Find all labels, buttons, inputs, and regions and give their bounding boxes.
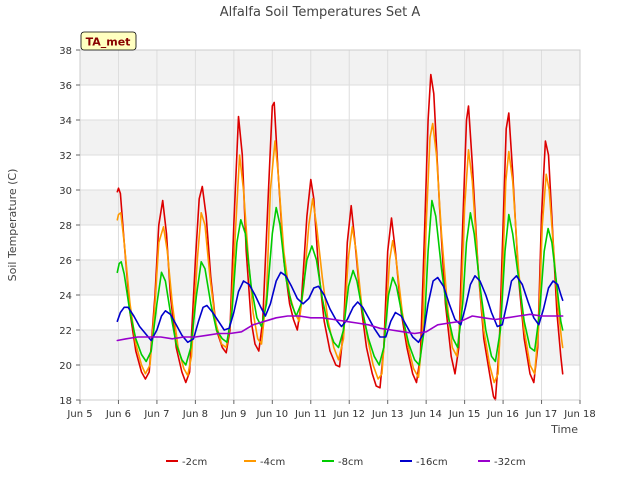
y-tick-label: 20 <box>59 361 72 372</box>
legend-label: -4cm <box>260 457 285 468</box>
grid-band <box>80 120 580 155</box>
x-tick-label: Jun 6 <box>105 409 131 420</box>
y-tick-label: 18 <box>59 396 72 407</box>
legend-item: -32cm <box>478 457 526 468</box>
y-axis: 18 20 22 24 26 28 30 32 34 36 38 <box>59 46 80 407</box>
grid-band <box>80 50 580 85</box>
annotation-box: TA_met <box>80 31 137 51</box>
y-tick-label: 36 <box>59 81 72 92</box>
x-tick-label: Jun 18 <box>563 409 596 420</box>
x-tick-label: Jun 5 <box>66 409 92 420</box>
chart-title: Alfalfa Soil Temperatures Set A <box>220 5 421 20</box>
y-tick-label: 22 <box>59 326 72 337</box>
y-tick-label: 32 <box>59 151 72 162</box>
annotation-label: TA_met <box>86 36 131 49</box>
x-tick-label: Jun 13 <box>371 409 404 420</box>
series-line-4cmcm <box>116 122 564 384</box>
series-line-16cmcm <box>116 271 564 344</box>
legend-item: -2cm <box>166 457 207 468</box>
series-line-8cmcm <box>116 199 564 366</box>
x-tick-label: Jun 8 <box>182 409 208 420</box>
legend-label: -8cm <box>338 457 363 468</box>
x-axis-label: Time <box>550 423 578 436</box>
x-tick-label: Jun 7 <box>143 409 169 420</box>
x-tick-label: Jun 14 <box>409 409 442 420</box>
y-tick-label: 38 <box>59 46 72 57</box>
x-tick-label: Jun 9 <box>220 409 246 420</box>
y-tick-label: 24 <box>59 291 72 302</box>
series-layer <box>116 73 564 401</box>
legend-label: -16cm <box>416 457 448 468</box>
legend-label: -32cm <box>494 457 526 468</box>
series-line-32cmcm <box>116 313 564 342</box>
legend-item: -4cm <box>244 457 285 468</box>
x-tick-label: Jun 11 <box>294 409 327 420</box>
x-axis: Jun 5 Jun 6 Jun 7 Jun 8 Jun 9 Jun 10 Jun 11 Jun… <box>66 400 596 420</box>
y-axis-label: Soil Temperature (C) <box>6 169 19 282</box>
y-tick-label: 34 <box>59 116 72 127</box>
legend-label: -2cm <box>182 457 207 468</box>
y-tick-label: 30 <box>59 186 72 197</box>
y-tick-label: 28 <box>59 221 72 232</box>
legend-item: -16cm <box>400 457 448 468</box>
x-tick-label: Jun 17 <box>525 409 558 420</box>
x-tick-label: Jun 16 <box>486 409 519 420</box>
x-tick-label: Jun 12 <box>332 409 365 420</box>
x-tick-label: Jun 15 <box>448 409 481 420</box>
y-tick-label: 26 <box>59 256 72 267</box>
legend-item: -8cm <box>322 457 363 468</box>
annotation-background <box>80 31 137 51</box>
x-tick-label: Jun 10 <box>256 409 289 420</box>
band-layer <box>80 50 580 365</box>
legend: -2cm -4cm -8cm -16cm -32cm <box>166 457 526 468</box>
